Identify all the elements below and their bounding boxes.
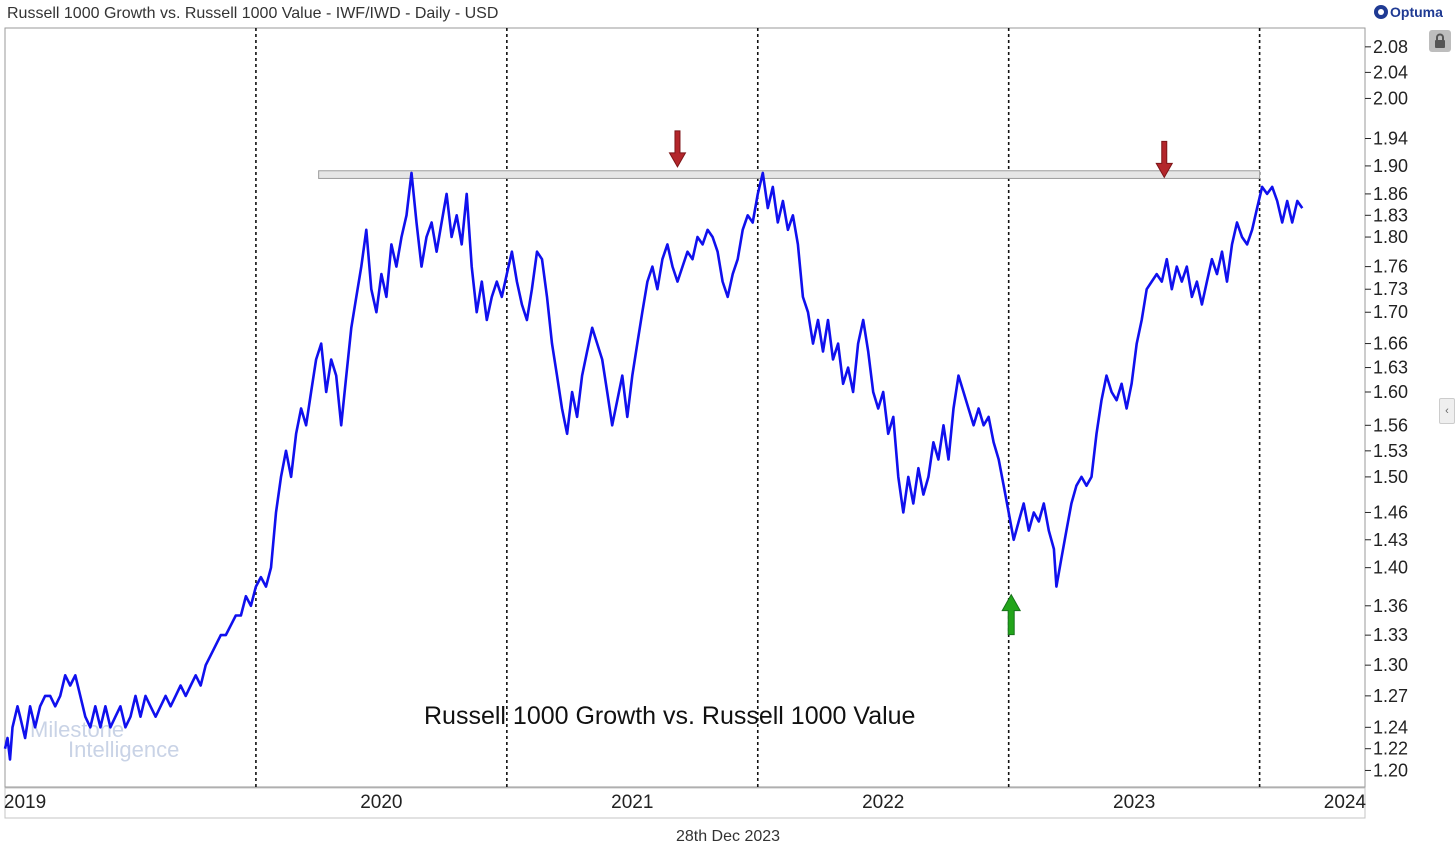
y-tick-label: 2.00 [1373, 88, 1408, 108]
y-tick-label: 1.76 [1373, 257, 1408, 277]
y-tick-label: 1.94 [1373, 129, 1408, 149]
chart-title: Russell 1000 Growth vs. Russell 1000 Val… [7, 5, 499, 22]
y-tick-label: 1.43 [1373, 530, 1408, 550]
series-line-iwf-iwd [3, 171, 1304, 761]
brand-label: Optuma [1390, 4, 1443, 20]
footer-date: 28th Dec 2023 [675, 828, 781, 845]
x-tick-label: 2022 [862, 792, 904, 813]
y-tick-label: 1.86 [1373, 184, 1408, 204]
y-tick-label: 1.27 [1373, 686, 1408, 706]
x-axis: 2019 2020 2021 2022 2023 2024 [4, 792, 1367, 813]
markers [668, 130, 1174, 636]
x-tick-label: 2020 [360, 792, 402, 813]
lock-button[interactable] [1429, 30, 1451, 52]
y-tick-label: 1.56 [1373, 415, 1408, 435]
y-tick-label: 1.60 [1373, 382, 1408, 402]
up-arrow-marker [1001, 593, 1022, 636]
y-tick-label: 1.83 [1373, 205, 1408, 225]
y-tick-label: 1.70 [1373, 302, 1408, 322]
y-tick-label: 1.36 [1373, 596, 1408, 616]
x-axis-band [4, 787, 1366, 819]
y-tick-label: 1.33 [1373, 625, 1408, 645]
y-tick-label: 1.30 [1373, 655, 1408, 675]
lock-icon [1435, 33, 1445, 48]
y-tick-label: 1.20 [1373, 760, 1408, 780]
y-tick-label: 1.66 [1373, 334, 1408, 354]
y-tick-label: 1.53 [1373, 441, 1408, 461]
y-tick-label: 1.90 [1373, 156, 1408, 176]
y-tick-label: 1.63 [1373, 358, 1408, 378]
optuma-brand: Optuma [1374, 4, 1443, 20]
plot-frame [4, 27, 1366, 789]
chevron-left-icon: ‹ [1445, 405, 1449, 417]
resistance-band [318, 170, 1261, 179]
x-tick-label: 2023 [1113, 792, 1155, 813]
y-tick-label: 1.46 [1373, 502, 1408, 522]
y-tick-label: 1.40 [1373, 558, 1408, 578]
y-tick-label: 1.50 [1373, 467, 1408, 487]
down-arrow-marker [668, 130, 687, 168]
watermark-line2: Intelligence [68, 737, 179, 762]
y-tick-label: 2.04 [1373, 62, 1408, 82]
optuma-logo-icon [1374, 5, 1388, 19]
x-tick-label: 2019 [4, 792, 46, 813]
watermark: Milestone Intelligence [30, 717, 179, 762]
down-arrow-marker [1155, 140, 1174, 179]
y-tick-label: 2.08 [1373, 37, 1408, 57]
x-tick-label: 2024 [1324, 792, 1367, 813]
y-tick-label: 1.24 [1373, 717, 1408, 737]
y-axis: 2.08 2.04 2.00 1.94 1.90 1.861.831.80 1.761.73… [1365, 37, 1408, 780]
resistance-band-rect [318, 170, 1261, 179]
y-tick-label: 1.22 [1373, 739, 1408, 759]
series-layer [3, 171, 1304, 761]
year-separators [255, 28, 1261, 787]
collapse-panel-button[interactable]: ‹ [1439, 398, 1455, 424]
y-tick-label: 1.73 [1373, 279, 1408, 299]
x-tick-label: 2021 [611, 792, 653, 813]
y-tick-label: 1.80 [1373, 227, 1408, 247]
chart-annotation: Russell 1000 Growth vs. Russell 1000 Val… [424, 702, 915, 730]
